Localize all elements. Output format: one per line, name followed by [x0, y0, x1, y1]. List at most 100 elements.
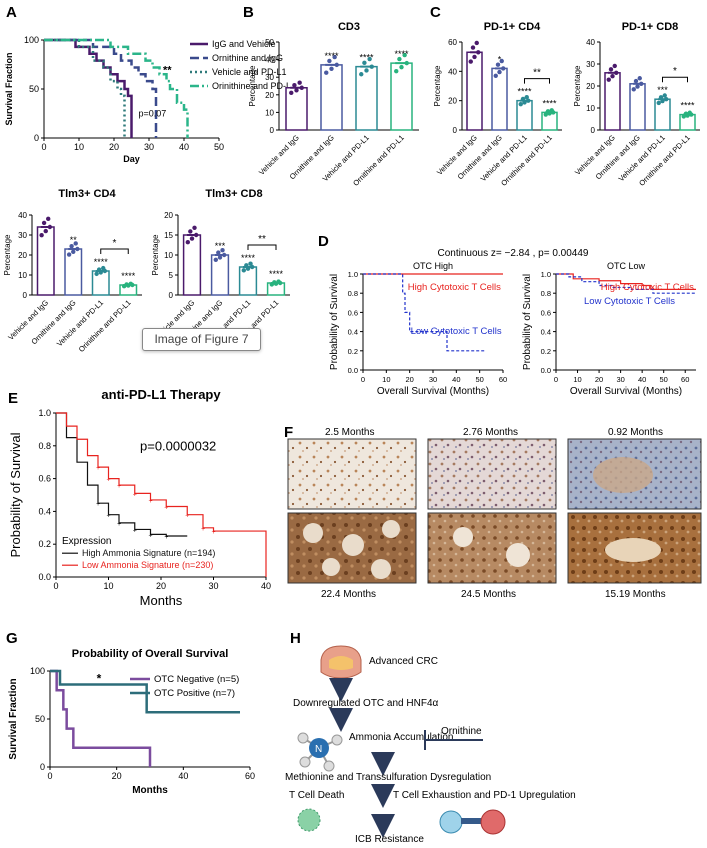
panel-letter-b: B [243, 4, 254, 21]
legend-label: High Ammonia Signature (n=194) [82, 548, 215, 558]
x-tick-label: 60 [245, 771, 255, 781]
data-point [185, 240, 190, 245]
y-tick-label: 0.6 [348, 308, 358, 317]
y-tick-label: 0 [40, 762, 45, 772]
censor-mark: + [133, 527, 137, 534]
y-tick-label: 0.8 [38, 441, 51, 451]
bar [491, 67, 508, 131]
y-tick-label: 1.0 [38, 408, 51, 418]
data-point [614, 70, 619, 75]
censor-mark: + [149, 532, 153, 539]
x-tick-label: Ornithine and IgG [456, 133, 504, 181]
y-tick-label: 20 [18, 251, 27, 260]
survival-line [50, 669, 152, 767]
data-point [522, 100, 527, 105]
x-tick-label: 40 [261, 581, 271, 591]
y-tick-label: 15 [164, 231, 173, 240]
ihc-image-2 [427, 438, 557, 510]
data-point [543, 112, 548, 117]
ihc-crypt [342, 534, 364, 556]
y-tick-label: 40 [18, 211, 27, 220]
censor-mark: + [96, 465, 100, 472]
data-point [526, 98, 531, 103]
y-tick-label: 0.6 [541, 308, 551, 317]
h-step-ornithine: Ornithine [441, 726, 482, 737]
y-tick-label: 0 [34, 133, 39, 143]
legend-label: High Cytotoxic T Cells [408, 282, 501, 293]
data-point [188, 229, 193, 234]
significance-stars: **** [269, 269, 284, 279]
bracket-stars: * [673, 66, 677, 77]
x-tick-label: 10 [74, 142, 84, 152]
y-axis-label: Probability of Survival [522, 274, 533, 370]
x-tick-label: 20 [595, 375, 603, 384]
censor-mark: + [212, 529, 216, 536]
h-step-tcell-death: T Cell Death [289, 790, 344, 801]
data-point [499, 58, 504, 64]
data-point [660, 98, 665, 104]
legend-label: Ornithine and IgG [212, 53, 283, 63]
data-point [658, 95, 664, 100]
receptor-icon [461, 818, 481, 824]
survival-line [56, 412, 267, 577]
y-tick-label: 1.0 [541, 270, 551, 279]
chart-title: CD3 [338, 21, 360, 33]
x-tick-label: 50 [660, 375, 668, 384]
x-tick-label: 40 [638, 375, 646, 384]
data-point [606, 77, 611, 82]
y-tick-label: 0 [270, 126, 275, 135]
x-tick-label: 30 [144, 142, 154, 152]
y-axis-label: Percentage [248, 65, 257, 106]
data-point [476, 50, 481, 55]
censor-mark: + [107, 477, 111, 484]
h-step-ammonia-label: Ammonia Accumulation [349, 732, 454, 743]
data-point [474, 40, 479, 46]
data-point [501, 66, 506, 71]
data-point [327, 58, 332, 64]
significance-bracket [662, 76, 688, 83]
ihc-label-top-1: 2.5 Months [325, 427, 374, 438]
y-tick-label: 100 [30, 666, 45, 676]
y-tick-label: 0.6 [38, 474, 51, 484]
significance-stars: **** [359, 53, 374, 63]
data-point [192, 225, 197, 230]
data-point [364, 68, 369, 73]
data-point [397, 56, 402, 62]
y-tick-label: 60 [448, 38, 457, 47]
panel-letter-g: G [6, 630, 18, 647]
x-axis-label: Months [140, 593, 183, 605]
legend-label: Vehicle and PD-L1 [212, 67, 287, 77]
data-point [324, 70, 329, 75]
data-point [549, 108, 554, 113]
data-point [43, 228, 48, 234]
y-tick-label: 20 [448, 97, 457, 106]
x-tick-label: 30 [616, 375, 624, 384]
data-point [276, 279, 281, 284]
x-axis-label: Overall Survival (Months) [570, 386, 682, 396]
data-point [289, 90, 294, 96]
y-tick-label: 20 [586, 82, 595, 91]
data-point [683, 111, 689, 116]
survival-line [556, 273, 696, 290]
annotation-stars: * [97, 672, 102, 686]
chart-e-anti-pdl1: 0 10 20 30 40 0.0 0.2 0.4 0.6 0.8 1.0 anti-PD-L1 Th… [8, 387, 271, 605]
censor-mark: + [164, 534, 168, 541]
y-tick-label: 0.0 [348, 366, 358, 375]
ihc-image-5 [427, 512, 557, 584]
data-point [402, 52, 407, 58]
data-point [94, 271, 99, 277]
data-point [41, 220, 47, 226]
significance-stars: **** [517, 87, 532, 97]
censor-mark: + [185, 513, 189, 520]
censor-mark: + [117, 521, 121, 528]
legend-label: Low Cytotoxic T Cells [584, 296, 675, 307]
data-point [612, 63, 617, 69]
y-tick-label: 0.2 [38, 539, 51, 549]
data-point [189, 236, 195, 241]
significance-stars: **** [680, 101, 695, 111]
x-tick-label: 50 [475, 375, 483, 384]
chart-title: Tlm3+ CD4 [58, 188, 116, 200]
y-tick-label: 50 [29, 84, 39, 94]
